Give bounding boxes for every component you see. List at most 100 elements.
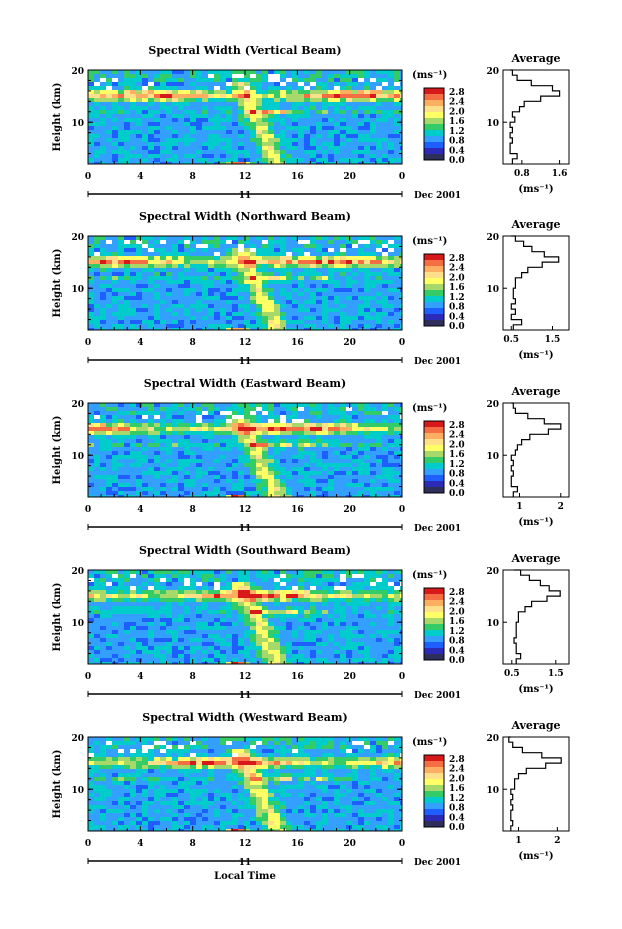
heatmap-cell <box>184 86 190 90</box>
heatmap-cell <box>400 439 402 443</box>
heatmap-cell <box>106 598 112 602</box>
heatmap-cell <box>226 256 232 260</box>
heatmap-cell <box>316 292 322 296</box>
heatmap-cell <box>400 94 402 98</box>
heatmap-cell <box>220 479 226 483</box>
heatmap-cell <box>400 574 402 578</box>
heatmap-cell <box>184 419 190 423</box>
heatmap-cell <box>166 431 172 435</box>
heatmap-cell <box>142 288 148 292</box>
heatmap-cell <box>364 86 370 90</box>
heatmap-cell <box>340 320 346 324</box>
heatmap-cell <box>334 296 340 300</box>
heatmap-cell <box>400 475 402 479</box>
heatmap-cell <box>334 459 340 463</box>
heatmap-cell <box>340 324 346 328</box>
heatmap-cell <box>226 308 232 312</box>
heatmap-cell <box>136 252 142 256</box>
heatmap-cell <box>214 451 220 455</box>
heatmap-cell <box>262 256 268 260</box>
heatmap-cell <box>148 407 154 411</box>
heatmap-cell <box>310 483 316 487</box>
heatmap-cell <box>310 495 316 497</box>
heatmap-cell <box>274 138 280 142</box>
heatmap-cell <box>172 598 178 602</box>
heatmap-cell <box>100 292 106 296</box>
heatmap-cell <box>316 70 322 74</box>
heatmap-cell <box>310 280 316 284</box>
heatmap-cell <box>184 74 190 78</box>
heatmap-cell <box>376 451 382 455</box>
heatmap-cell <box>316 260 322 264</box>
heatmap-cell <box>94 443 100 447</box>
heatmap-cell <box>184 292 190 296</box>
heatmap-cell <box>256 606 262 610</box>
heatmap-cell <box>328 471 334 475</box>
heatmap-cell <box>364 598 370 602</box>
heatmap-cell <box>376 118 382 122</box>
heatmap-cell <box>328 280 334 284</box>
heatmap-cell <box>400 296 402 300</box>
heatmap-cell <box>382 252 388 256</box>
heatmap-cell <box>328 614 334 618</box>
heatmap-cell <box>202 443 208 447</box>
heatmap-cell <box>166 268 172 272</box>
heatmap-cell <box>196 451 202 455</box>
heatmap-cell <box>376 280 382 284</box>
heatmap-cell <box>358 495 364 497</box>
heatmap-cell <box>298 455 304 459</box>
heatmap-cell <box>220 280 226 284</box>
heatmap-cell <box>292 236 298 240</box>
heatmap-cell <box>304 598 310 602</box>
heatmap-cell <box>310 324 316 328</box>
heatmap-cell <box>190 308 196 312</box>
heatmap-cell <box>172 264 178 268</box>
heatmap-cell <box>184 268 190 272</box>
heatmap-cell <box>100 439 106 443</box>
heatmap-cell <box>382 118 388 122</box>
heatmap-cell <box>250 268 256 272</box>
heatmap-cell <box>250 316 256 320</box>
profile-frame <box>502 235 570 331</box>
heatmap-cell <box>160 626 166 630</box>
heatmap-cell <box>298 244 304 248</box>
heatmap-cell <box>118 602 124 606</box>
heatmap-cell <box>286 264 292 268</box>
heatmap-cell <box>400 86 402 90</box>
heatmap-cell <box>154 491 160 495</box>
heatmap-cell <box>388 272 394 276</box>
heatmap-cell <box>202 435 208 439</box>
heatmap-cell <box>136 236 142 240</box>
heatmap-cell <box>364 292 370 296</box>
heatmap-cell <box>388 570 394 574</box>
heatmap-cell <box>274 312 280 316</box>
heatmap-cell <box>352 94 358 98</box>
heatmap-cell <box>382 582 388 586</box>
heatmap-cell <box>400 423 402 427</box>
heatmap-cell <box>274 308 280 312</box>
heatmap-cell <box>328 419 334 423</box>
heatmap-cell <box>346 451 352 455</box>
heatmap-cell <box>340 296 346 300</box>
heatmap-cell <box>88 419 94 423</box>
heatmap-cell <box>370 578 376 582</box>
heatmap-cell <box>376 491 382 495</box>
heatmap-cell <box>352 630 358 634</box>
heatmap-cell <box>268 130 274 134</box>
heatmap-cell <box>304 463 310 467</box>
heatmap-cell <box>190 248 196 252</box>
heatmap-cell <box>178 570 184 574</box>
heatmap-cell <box>106 146 112 150</box>
heatmap-cell <box>100 300 106 304</box>
heatmap-cell <box>316 142 322 146</box>
heatmap-cell <box>196 252 202 256</box>
heatmap-cell <box>208 415 214 419</box>
heatmap-cell <box>256 138 262 142</box>
heatmap-cell <box>322 471 328 475</box>
heatmap-cell <box>358 162 364 164</box>
heatmap-cell <box>274 586 280 590</box>
heatmap-cell <box>382 475 388 479</box>
heatmap-cell <box>316 126 322 130</box>
heatmap-cell <box>274 98 280 102</box>
heatmap-cell <box>136 70 142 74</box>
